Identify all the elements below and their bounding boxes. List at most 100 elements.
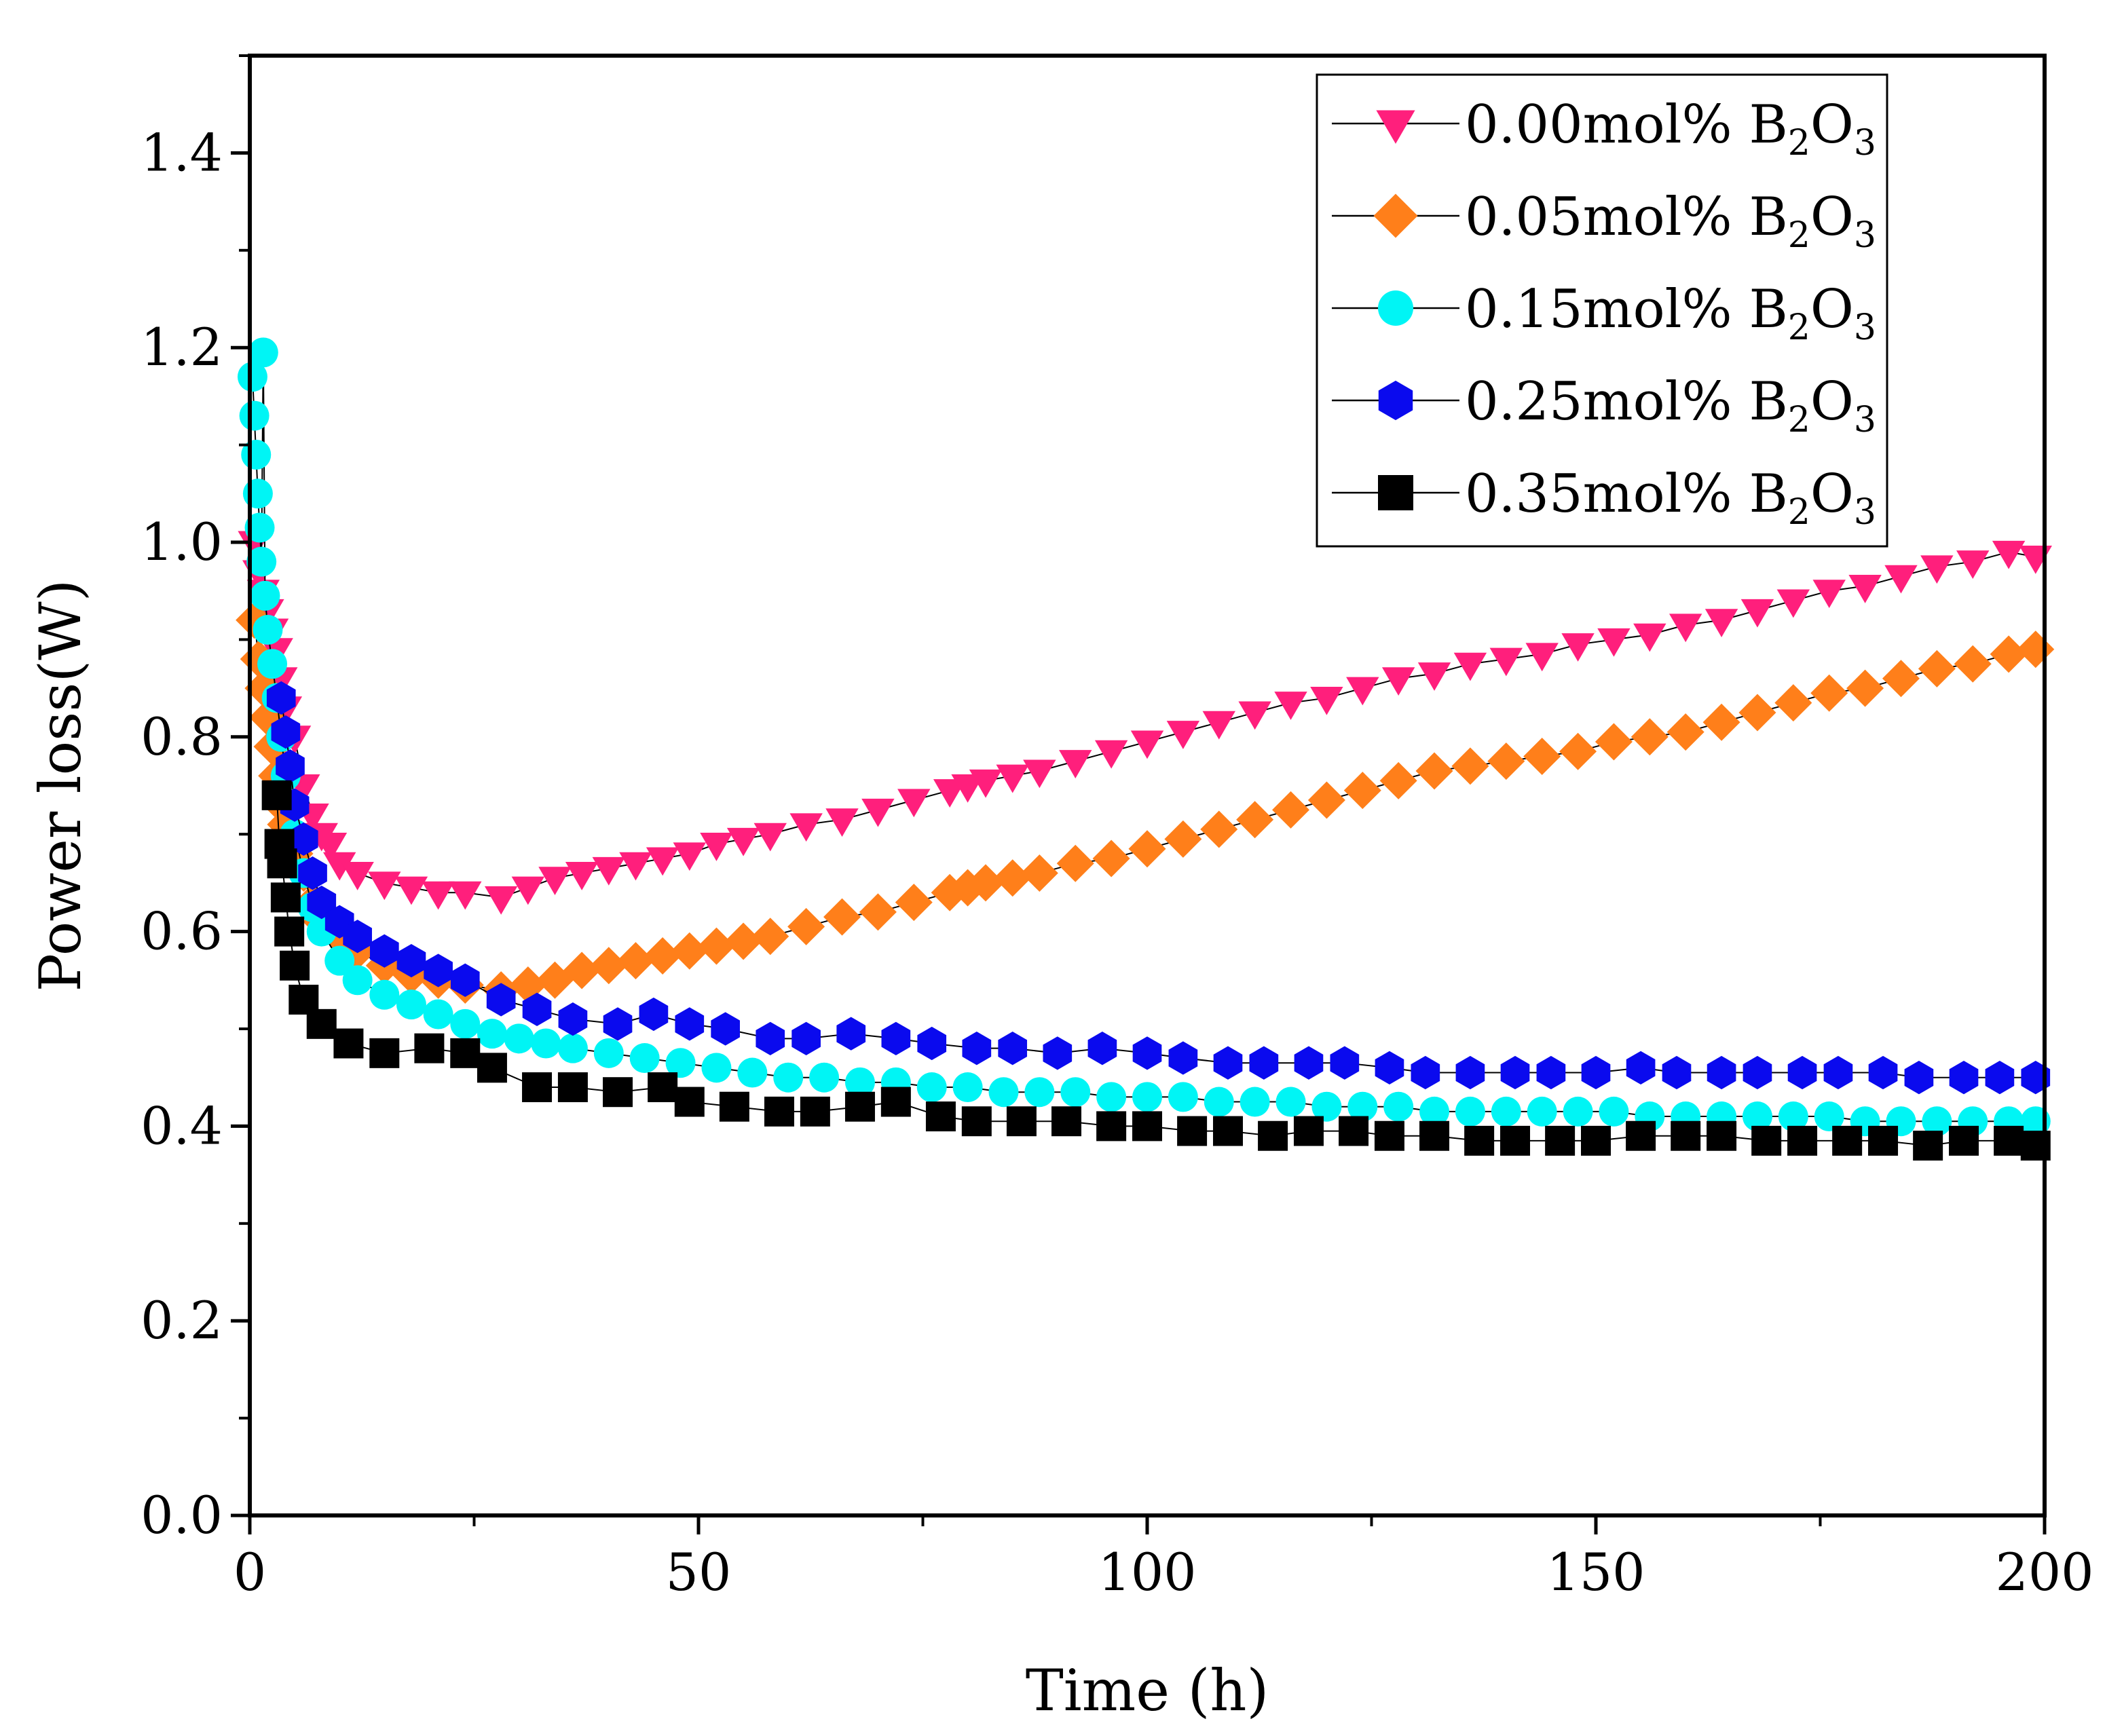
data-point <box>1487 742 1525 780</box>
data-point <box>1087 1032 1117 1065</box>
data-point <box>724 922 762 960</box>
data-point <box>449 881 482 910</box>
data-point <box>565 862 599 890</box>
data-point <box>859 893 897 931</box>
data-point <box>1581 1055 1611 1090</box>
data-point <box>1130 730 1164 759</box>
data-point <box>246 546 277 577</box>
data-point <box>1581 1125 1611 1156</box>
data-point <box>1132 1111 1162 1141</box>
legend-item: 0.25mol% B2O3 <box>1332 371 1876 440</box>
legend-item: 0.35mol% B2O3 <box>1332 464 1876 533</box>
legend-label-label-mid: O <box>1810 187 1854 248</box>
data-point <box>1379 761 1417 799</box>
data-point <box>1662 1055 1692 1090</box>
data-point <box>646 847 679 876</box>
data-point <box>789 813 823 842</box>
legend-marker <box>1378 380 1413 421</box>
data-point <box>1311 1091 1342 1122</box>
data-point <box>737 1057 768 1088</box>
data-point <box>787 907 825 945</box>
data-point <box>1631 718 1669 756</box>
data-point <box>1882 660 1920 698</box>
data-point <box>1597 628 1631 657</box>
data-point <box>1992 540 2026 569</box>
data-point <box>511 876 545 905</box>
data-point <box>257 649 288 679</box>
data-point <box>1411 1055 1440 1090</box>
data-point <box>237 362 267 392</box>
data-point <box>422 881 455 910</box>
data-point <box>253 615 283 645</box>
data-point <box>307 885 337 920</box>
data-point <box>1525 643 1559 672</box>
series-2 <box>237 337 2051 1137</box>
data-point <box>1383 1091 1414 1122</box>
data-point <box>276 749 305 783</box>
data-point <box>244 512 275 543</box>
data-point <box>756 1021 785 1055</box>
data-point <box>1904 1061 1934 1095</box>
data-point <box>396 943 426 978</box>
data-point <box>563 951 601 989</box>
data-point <box>861 798 895 827</box>
data-point <box>1249 1046 1279 1080</box>
data-point <box>1240 1087 1270 1117</box>
data-point <box>270 882 301 913</box>
data-point <box>280 950 310 981</box>
data-point <box>1006 1106 1037 1137</box>
data-point <box>1956 550 1990 579</box>
data-point <box>1500 1125 1531 1156</box>
data-point <box>897 789 931 818</box>
legend-label-label-sub1: 2 <box>1788 123 1810 164</box>
data-point <box>1599 1096 1629 1127</box>
legend-item: 0.15mol% B2O3 <box>1332 279 1876 348</box>
data-point <box>844 1067 875 1097</box>
data-point <box>1128 830 1166 868</box>
data-point <box>1092 839 1130 878</box>
legend-label-label-main: 0.05mol% B <box>1465 187 1788 248</box>
data-point <box>1132 1082 1162 1112</box>
data-point <box>1949 1125 1979 1156</box>
x-ticks: 0 50 100 150 200 <box>234 1515 2094 1602</box>
data-point <box>1258 1120 1288 1151</box>
data-point <box>1922 1106 1952 1137</box>
data-point <box>423 999 453 1030</box>
data-point <box>1707 1055 1736 1090</box>
data-point <box>341 862 374 890</box>
data-point <box>1949 1061 1979 1095</box>
x-axis-title: Time (h) <box>1026 1657 1269 1724</box>
data-point <box>333 1028 364 1059</box>
data-point <box>701 1053 732 1083</box>
legend-label: 0.35mol% B2O3 <box>1465 464 1876 533</box>
data-point <box>1666 713 1704 751</box>
data-point <box>522 992 552 1026</box>
data-point <box>1164 820 1202 858</box>
data-point <box>1595 723 1633 761</box>
data-point <box>477 1019 507 1049</box>
data-point <box>809 1062 840 1093</box>
y-tick-label: 1.0 <box>141 512 223 572</box>
data-point <box>644 937 682 975</box>
data-point <box>1023 759 1056 789</box>
legend-label-label-mid: O <box>1810 279 1854 340</box>
data-point <box>593 1038 624 1068</box>
data-point <box>323 852 356 881</box>
data-point <box>1275 1087 1306 1117</box>
data-point <box>1200 810 1238 848</box>
data-point <box>1832 1125 1863 1156</box>
series-4 <box>261 780 2051 1161</box>
y-tick-label: 1.4 <box>141 122 223 183</box>
x-tick-label: 200 <box>1995 1542 2093 1602</box>
legend-label-label-mid: O <box>1810 464 1854 525</box>
data-point <box>1168 1041 1198 1075</box>
data-point <box>1814 1101 1844 1132</box>
data-point <box>1274 692 1307 720</box>
data-point <box>917 1026 947 1061</box>
data-point <box>1177 1116 1208 1146</box>
data-point <box>266 681 296 715</box>
data-point <box>1787 1125 1818 1156</box>
data-point <box>994 859 1032 897</box>
data-point <box>1868 1125 1899 1156</box>
